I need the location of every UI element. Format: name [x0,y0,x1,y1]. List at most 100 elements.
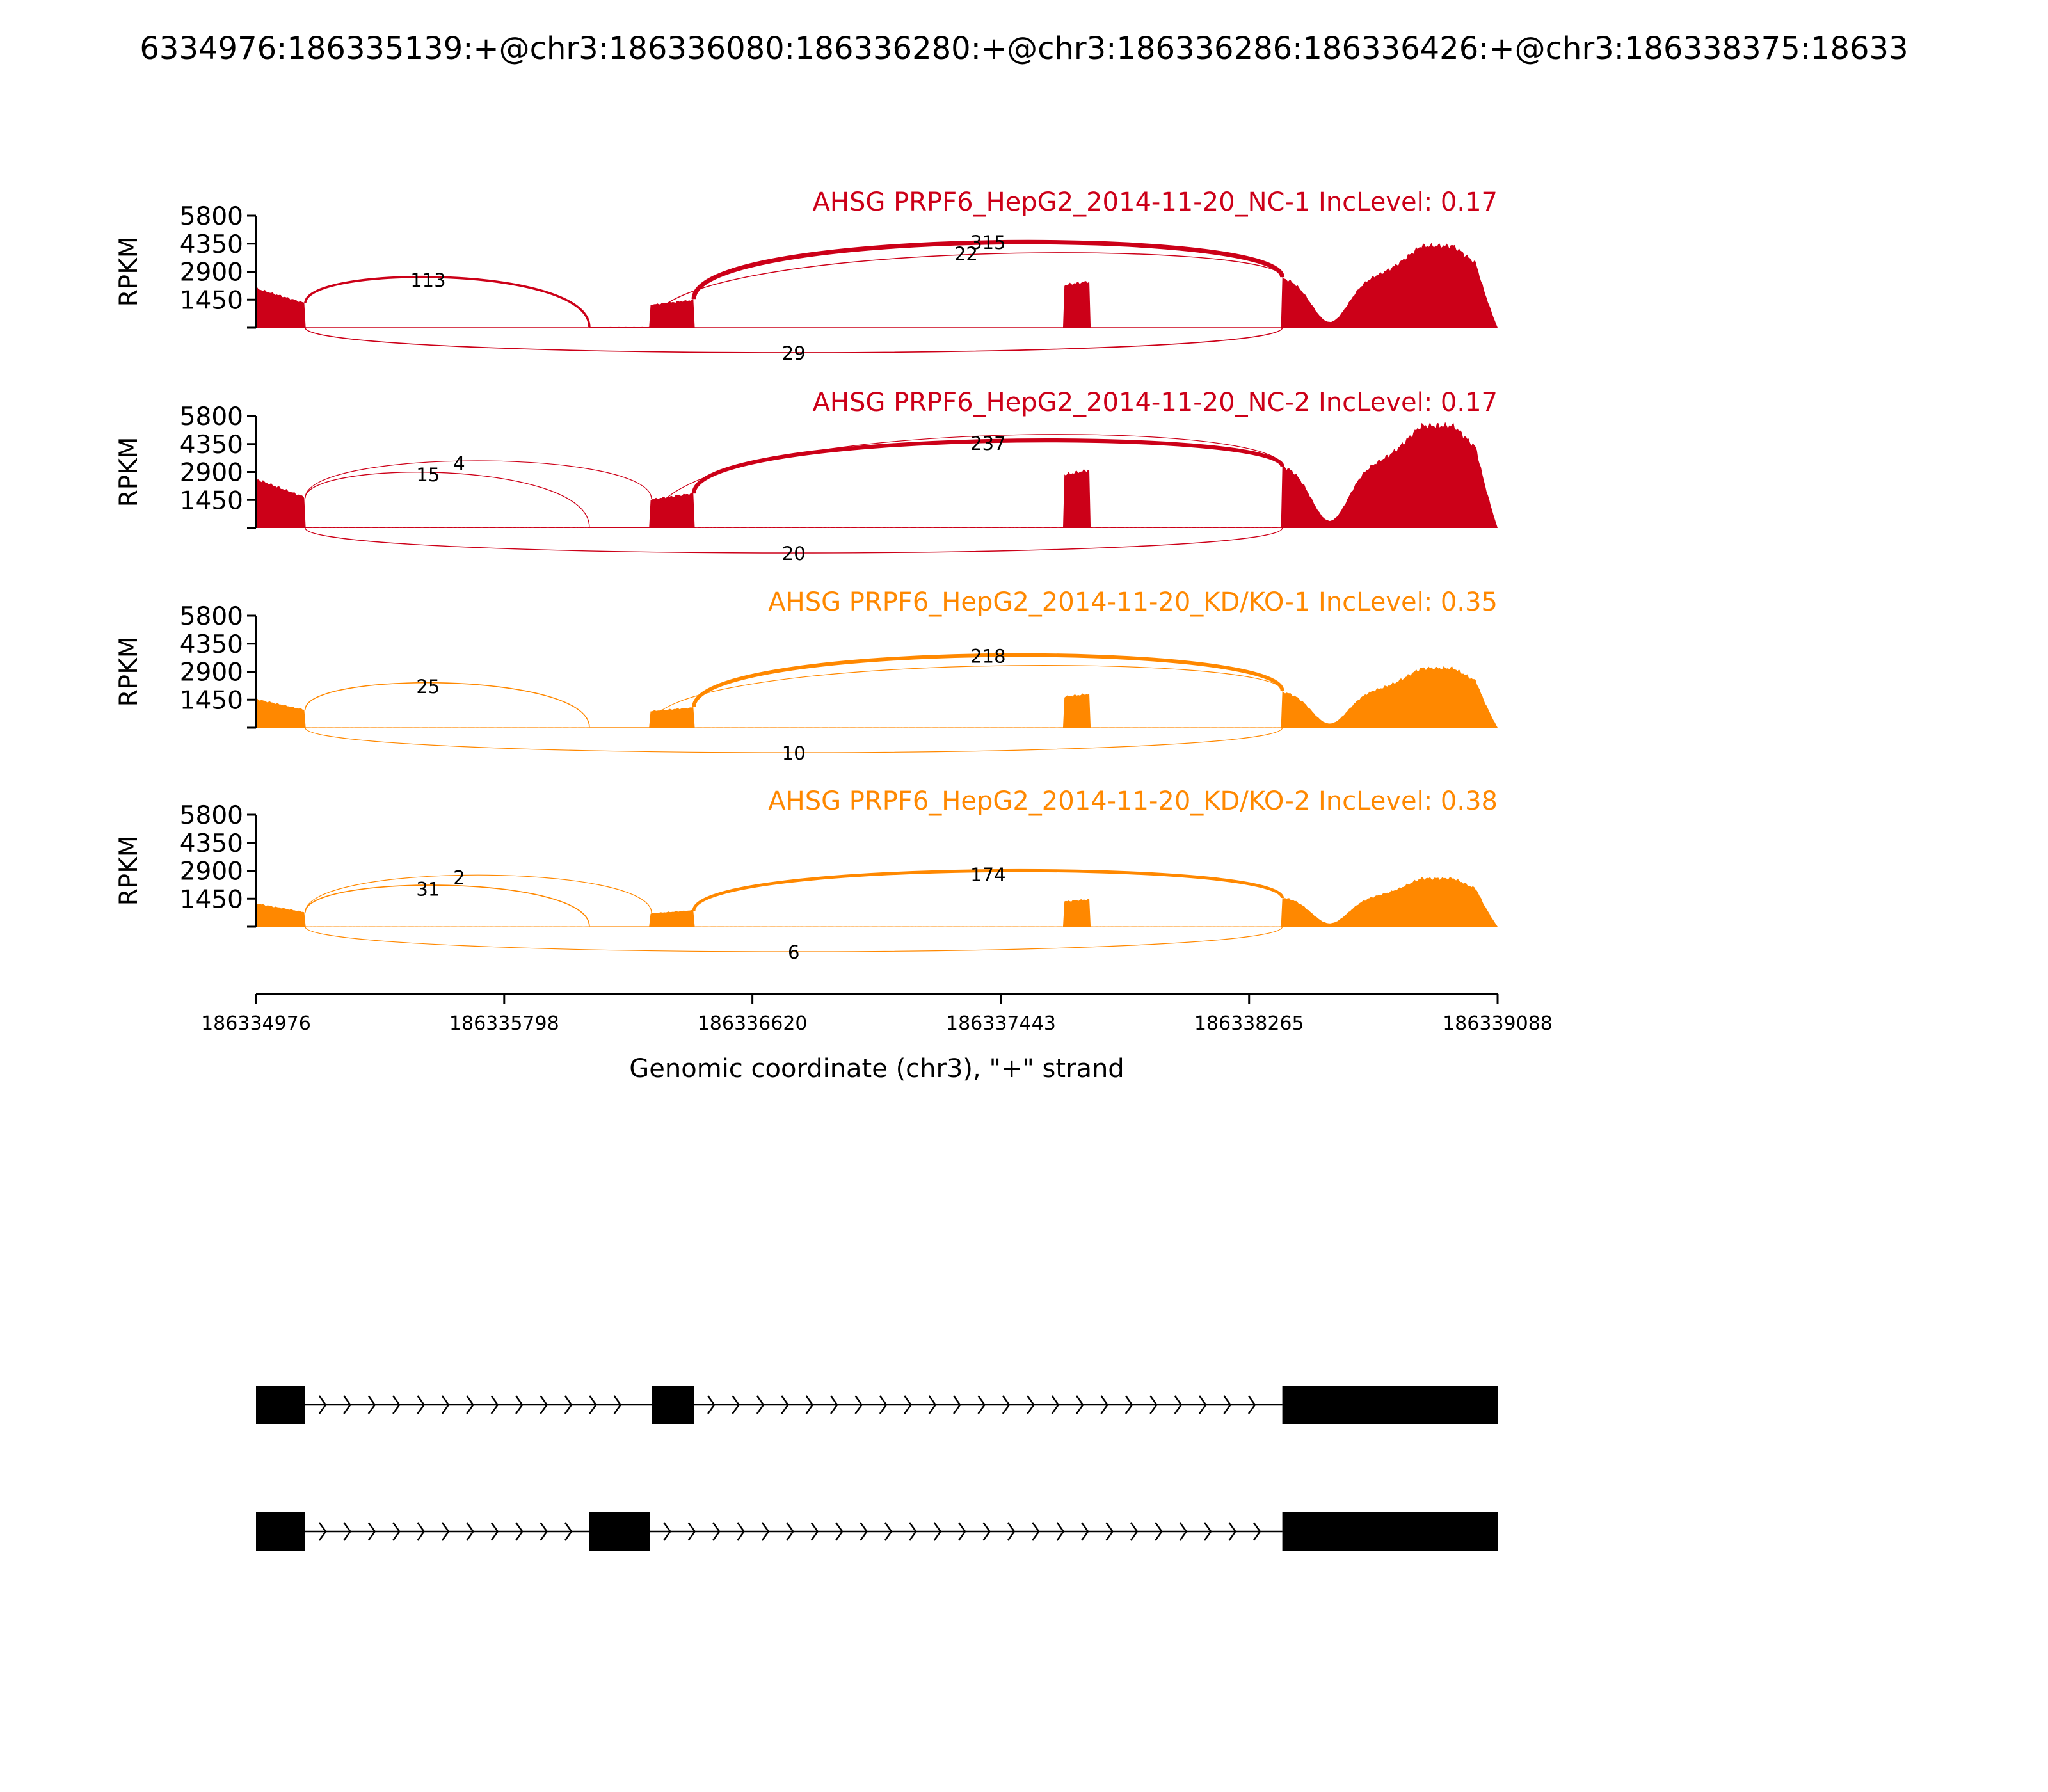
sample-title: AHSG PRPF6_HepG2_2014-11-20_NC-1 IncLeve… [813,188,1498,217]
strand-chevron [707,1395,716,1414]
junction-label: 315 [970,232,1005,253]
strand-chevron [854,1395,863,1414]
strand-chevron [1155,1522,1163,1541]
exon-block [589,1512,650,1551]
junction-label: 218 [970,645,1005,667]
y-tick-label: 1450 [180,486,243,515]
exon-block [256,1386,305,1424]
junction-arc [305,682,590,728]
strand-chevron [392,1522,401,1541]
strand-chevron [564,1522,573,1541]
strand-chevron [1105,1522,1114,1541]
strand-chevron [810,1522,819,1541]
strand-chevron [1080,1522,1089,1541]
y-tick-label: 4350 [180,829,243,858]
y-tick-label: 5800 [180,801,243,830]
strand-chevron [1007,1522,1016,1541]
x-tick-label: 186337443 [946,1012,1056,1035]
y-tick-label: 5800 [180,202,243,231]
figure-title: 6334976:186335139:+@chr3:186336080:18633… [140,31,1908,67]
strand-chevron [835,1522,844,1541]
sample-title: AHSG PRPF6_HepG2_2014-11-20_NC-2 IncLeve… [813,388,1498,417]
x-tick-label: 186338265 [1194,1012,1304,1035]
sample-title: AHSG PRPF6_HepG2_2014-11-20_KD/KO-2 IncL… [768,787,1498,816]
y-tick-label: 5800 [180,602,243,631]
y-tick-label: 2900 [180,659,243,687]
strand-chevron [1124,1395,1133,1414]
strand-chevron [318,1522,327,1541]
junction-arc [692,868,1284,911]
strand-chevron [490,1395,499,1414]
junction-label: 113 [410,269,445,291]
junction-label: 2 [453,867,465,889]
junction-arc [305,926,1283,952]
strand-chevron [1223,1395,1232,1414]
coverage-area [256,666,1498,728]
junction-arc [691,239,1285,300]
transcript-tracks [256,1386,1498,1551]
y-tick-label: 4350 [180,230,243,259]
x-tick-label: 186335798 [449,1012,559,1035]
junction-arc [305,874,652,913]
x-axis: 186334976 186335798 186336620 186337443 1863… [201,993,1553,1084]
junction-label: 6 [788,941,799,963]
junction-arc [649,665,1283,728]
y-axis-label: RPKM [115,637,143,707]
strand-chevron [712,1522,721,1541]
y-tick-label: 1450 [180,686,243,715]
strand-chevron [515,1522,524,1541]
y-tick-label: 1450 [180,885,243,914]
strand-chevron [1199,1395,1207,1414]
exon-block [1282,1512,1498,1551]
junction-arc [691,438,1284,494]
strand-chevron [417,1395,426,1414]
strand-chevron [1149,1395,1158,1414]
strand-chevron [957,1522,966,1541]
strand-chevron [830,1395,838,1414]
junction-arc [304,275,591,327]
strand-chevron [1056,1522,1065,1541]
strand-chevron [1179,1522,1188,1541]
strand-chevron [761,1522,770,1541]
junction-label: 174 [970,864,1005,886]
y-axis-label: RPKM [115,237,143,307]
junction-arc [649,434,1283,527]
y-tick-label: 2900 [180,459,243,488]
junction-label: 25 [416,676,440,698]
y-tick-label: 2900 [180,858,243,886]
junction-arc [305,460,652,500]
strand-chevron [953,1395,961,1414]
strand-chevron [490,1522,499,1541]
y-tick-label: 1450 [180,286,243,315]
strand-chevron [860,1522,868,1541]
y-tick-label: 2900 [180,259,243,287]
coverage-area [256,243,1498,328]
strand-chevron [781,1395,789,1414]
strand-chevron [343,1395,351,1414]
strand-chevron [982,1522,991,1541]
strand-chevron [1247,1395,1256,1414]
strand-chevron [367,1522,376,1541]
strand-chevron [1100,1395,1109,1414]
x-tick-label: 186339088 [1443,1012,1553,1035]
strand-chevron [977,1395,986,1414]
strand-chevron [466,1522,474,1541]
strand-chevron [1002,1395,1011,1414]
strand-chevron [392,1395,401,1414]
y-tick-label: 4350 [180,431,243,460]
x-axis-label: Genomic coordinate (chr3), "+" strand [629,1054,1124,1084]
exon-block [652,1386,694,1424]
strand-chevron [564,1395,573,1414]
strand-chevron [1130,1522,1139,1541]
strand-chevron [318,1395,327,1414]
exon-block [256,1512,305,1551]
junction-label: 10 [782,742,806,764]
strand-chevron [441,1395,450,1414]
strand-chevron [1228,1522,1236,1541]
coverage-area [256,877,1498,927]
